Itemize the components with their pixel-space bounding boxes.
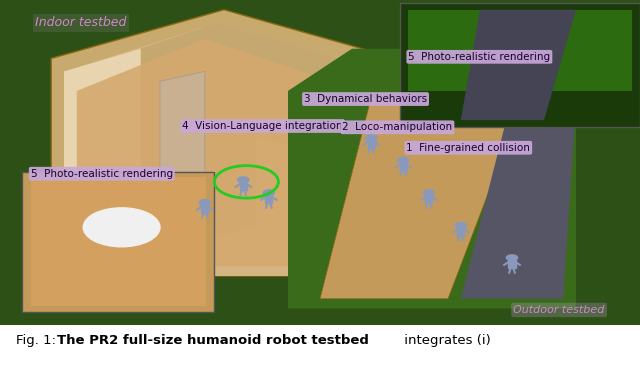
Polygon shape	[31, 177, 206, 306]
FancyBboxPatch shape	[22, 172, 214, 312]
FancyBboxPatch shape	[0, 0, 640, 325]
Polygon shape	[320, 97, 525, 299]
Polygon shape	[288, 49, 576, 308]
Text: Fig. 1:: Fig. 1:	[16, 334, 60, 347]
Bar	[426, 195, 433, 203]
Polygon shape	[408, 10, 632, 91]
Text: Indoor testbed: Indoor testbed	[35, 16, 127, 29]
Bar	[509, 260, 516, 268]
Text: 5  Photo-realistic rendering: 5 Photo-realistic rendering	[408, 52, 550, 62]
Text: The PR2 full-size humanoid robot testbed: The PR2 full-size humanoid robot testbed	[57, 334, 369, 347]
Bar	[201, 205, 209, 213]
Polygon shape	[51, 10, 397, 276]
Polygon shape	[160, 72, 205, 260]
Bar	[458, 227, 465, 236]
Circle shape	[423, 190, 435, 196]
Bar	[265, 195, 273, 203]
Text: 1  Fine-grained collision: 1 Fine-grained collision	[406, 143, 531, 153]
Text: 2  Loco-manipulation: 2 Loco-manipulation	[342, 122, 452, 132]
Bar	[400, 162, 407, 171]
FancyBboxPatch shape	[400, 3, 640, 127]
Text: 5  Photo-realistic rendering: 5 Photo-realistic rendering	[31, 169, 173, 179]
Circle shape	[397, 158, 409, 163]
Circle shape	[365, 135, 377, 141]
Polygon shape	[461, 10, 576, 120]
Polygon shape	[461, 91, 576, 299]
Circle shape	[263, 190, 275, 196]
Bar	[240, 182, 247, 190]
Circle shape	[455, 223, 467, 228]
Circle shape	[199, 200, 211, 206]
Circle shape	[83, 208, 160, 247]
Polygon shape	[64, 23, 384, 276]
Text: 4  Vision-Language integration: 4 Vision-Language integration	[182, 121, 343, 131]
Polygon shape	[141, 23, 384, 253]
Circle shape	[506, 255, 518, 261]
Text: 3  Dynamical behaviors: 3 Dynamical behaviors	[304, 94, 427, 104]
Text: Outdoor testbed: Outdoor testbed	[513, 305, 605, 315]
Bar	[367, 140, 375, 148]
Circle shape	[237, 177, 249, 183]
Polygon shape	[77, 39, 358, 266]
Text: integrates (i): integrates (i)	[400, 334, 491, 347]
Polygon shape	[64, 49, 141, 276]
